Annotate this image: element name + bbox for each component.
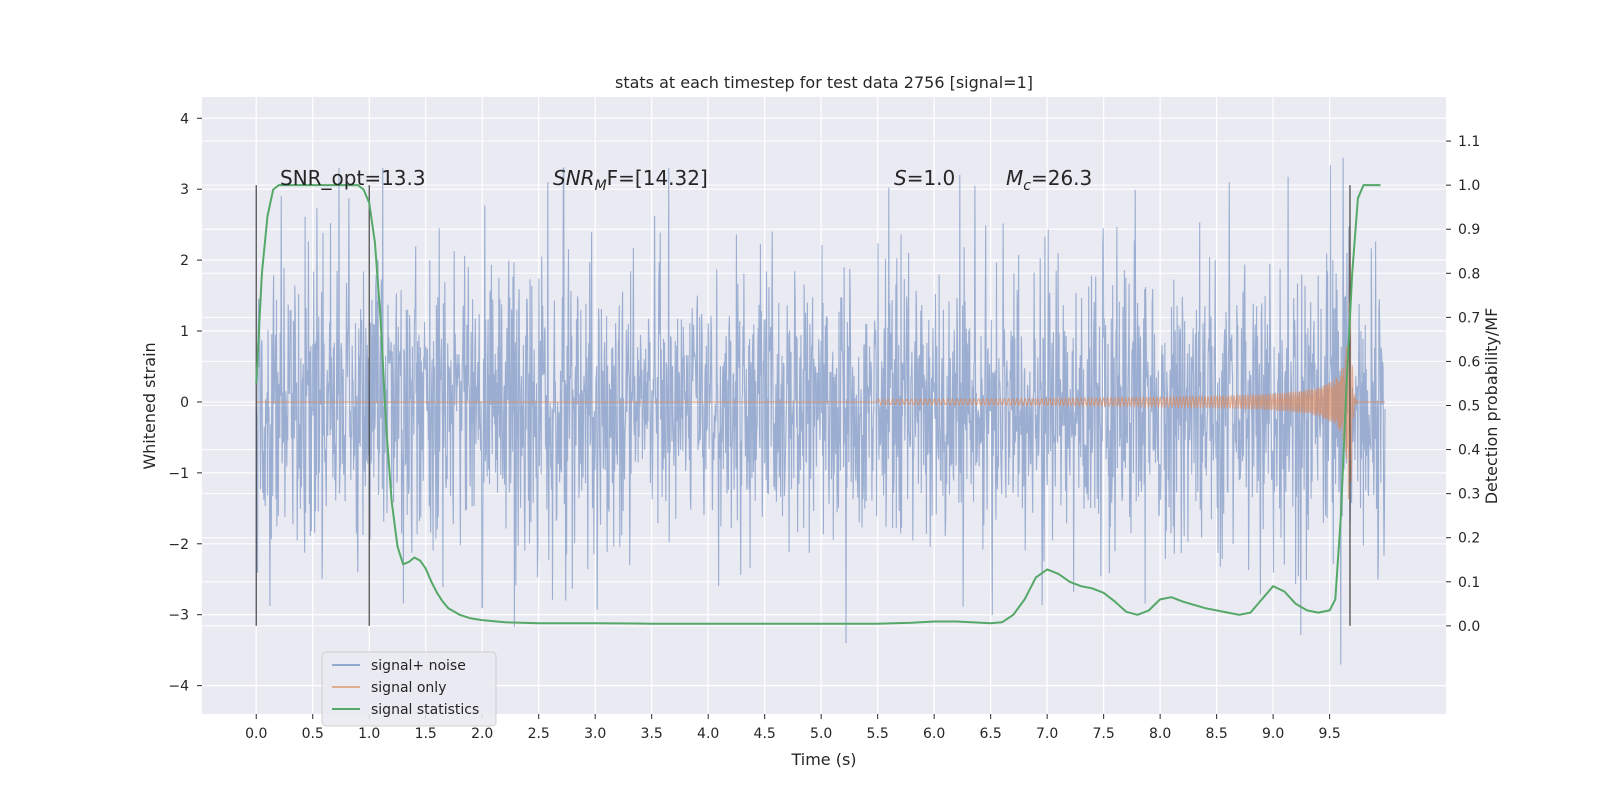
legend-box xyxy=(321,651,497,727)
y2-axis: 1.1 1.0 0.9 0.8 0.7 0.6 0.5 0.4 0.3 0.2 0.1 0.0 xyxy=(1446,134,1480,635)
y2-tick-label: 0.1 xyxy=(1458,575,1480,591)
y2-tick-label: 0.6 xyxy=(1458,354,1480,370)
x-tick-label: 4.5 xyxy=(754,726,776,742)
signal-only-line xyxy=(256,224,1385,500)
y2-tick-label: 1.1 xyxy=(1458,134,1480,150)
y-tick-label: 4 xyxy=(180,111,189,127)
x-tick-label: 8.5 xyxy=(1206,726,1228,742)
x-tick-label: 6.0 xyxy=(923,726,945,742)
s-rest: =1.0 xyxy=(907,166,956,190)
snr-mf-sub: M xyxy=(595,178,607,194)
x-tick-label: 2.5 xyxy=(528,726,550,742)
x-tick-label: 1.0 xyxy=(358,726,380,742)
y2-tick-label: 0.8 xyxy=(1458,266,1480,282)
x-tick-label: 1.5 xyxy=(415,726,437,742)
y-axis: 4 3 2 1 0 −1 −2 −3 −4 xyxy=(168,111,202,695)
series-signal-statistics xyxy=(255,184,1381,625)
y-tick-label: −2 xyxy=(168,537,189,553)
x-tick-label: 7.5 xyxy=(1093,726,1115,742)
x-tick-label: 3.5 xyxy=(641,726,663,742)
x-axis-label: Time (s) xyxy=(790,750,856,769)
y-tick-label: −4 xyxy=(168,679,189,695)
y-axis-label: Whitened strain xyxy=(140,342,159,469)
annotation-mc: Mc=26.3 xyxy=(1006,166,1092,194)
y-tick-label: 3 xyxy=(180,182,189,198)
x-tick-label: 8.0 xyxy=(1149,726,1171,742)
annotation-s: S=1.0 xyxy=(894,166,955,190)
y2-tick-label: 0.0 xyxy=(1458,619,1480,635)
x-tick-label: 3.0 xyxy=(584,726,606,742)
x-tick-label: 0.5 xyxy=(302,726,324,742)
annotation-snr-opt: SNR_opt=13.3 xyxy=(280,166,426,190)
y2-tick-label: 0.3 xyxy=(1458,487,1480,503)
y2-tick-label: 0.7 xyxy=(1458,310,1480,326)
x-tick-label: 5.5 xyxy=(867,726,889,742)
mc-rest: =26.3 xyxy=(1031,166,1092,190)
y2-tick-label: 1.0 xyxy=(1458,178,1480,194)
series-signal-only xyxy=(256,224,1385,500)
y2-tick-label: 0.2 xyxy=(1458,531,1480,547)
legend: signal+ noise signal only signal statist… xyxy=(321,651,497,727)
mc-sub: c xyxy=(1023,178,1031,194)
y-tick-label: 0 xyxy=(180,395,189,411)
signal-noise-line xyxy=(255,157,1386,665)
signal-statistics-line xyxy=(255,184,1381,625)
x-tick-label: 9.5 xyxy=(1318,726,1340,742)
annotation-snr-mf: SNRMF=[14.32] xyxy=(553,166,708,194)
chart-title: stats at each timestep for test data 275… xyxy=(615,73,1033,92)
x-axis: 0.0 0.5 1.0 1.5 2.0 2.5 3.0 3.5 4.0 4.5 5.0 5.5 6.0 6… xyxy=(245,714,1341,742)
x-tick-label: 7.0 xyxy=(1036,726,1058,742)
mc-main: M xyxy=(1006,166,1023,190)
series-signal-noise xyxy=(255,157,1386,665)
legend-label-signal-noise: signal+ noise xyxy=(371,658,466,674)
x-tick-label: 9.0 xyxy=(1262,726,1284,742)
y2-tick-label: 0.5 xyxy=(1458,399,1480,415)
x-tick-label: 5.0 xyxy=(810,726,832,742)
x-tick-label: 4.0 xyxy=(697,726,719,742)
legend-label-signal-statistics: signal statistics xyxy=(371,702,479,718)
legend-label-signal-only: signal only xyxy=(371,680,446,696)
x-tick-label: 6.5 xyxy=(980,726,1002,742)
x-tick-label: 2.0 xyxy=(471,726,493,742)
vertical-markers xyxy=(255,185,1351,626)
y-tick-label: −1 xyxy=(168,466,189,482)
y-tick-label: 2 xyxy=(180,253,189,269)
snr-mf-main: SNR xyxy=(553,166,595,190)
s-main: S xyxy=(894,166,907,190)
y2-tick-label: 0.9 xyxy=(1458,222,1480,238)
y2-axis-label: Detection probability/MF xyxy=(1482,308,1501,505)
snr-mf-rest: F=[14.32] xyxy=(607,166,708,190)
y2-tick-label: 0.4 xyxy=(1458,443,1480,459)
y-tick-label: 1 xyxy=(180,324,189,340)
y-tick-label: −3 xyxy=(168,608,189,624)
x-tick-label: 0.0 xyxy=(245,726,267,742)
